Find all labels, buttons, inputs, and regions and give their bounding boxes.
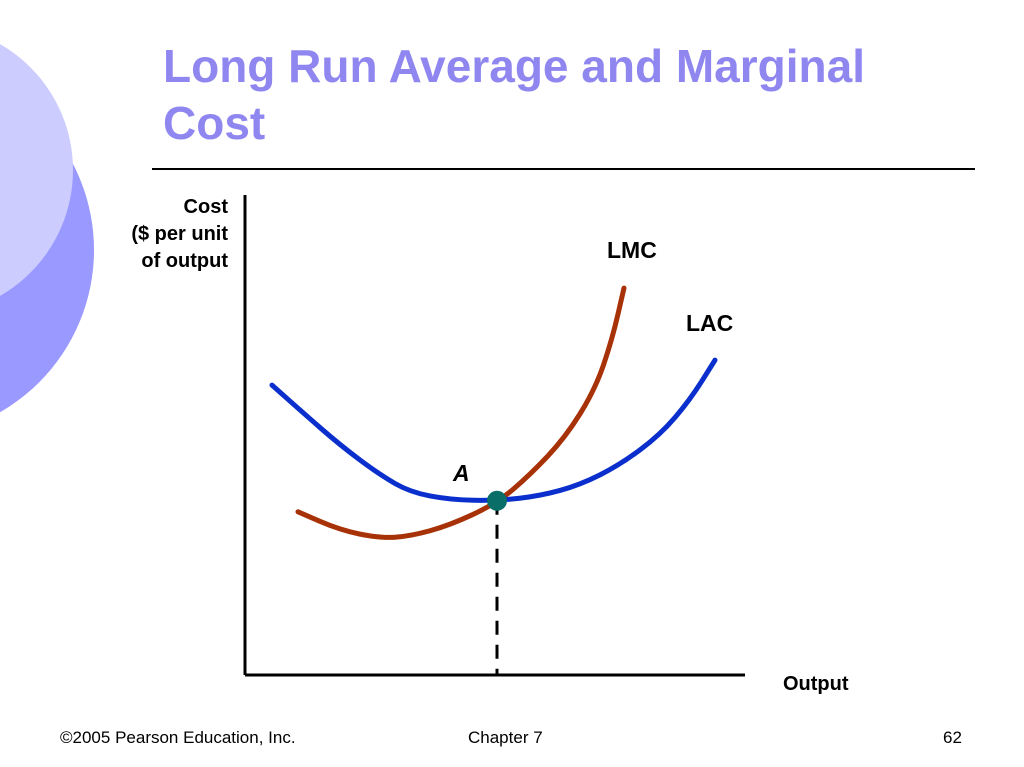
point-a-marker [487, 490, 507, 511]
x-axis-label: Output [783, 673, 849, 695]
footer-page-number: 62 [943, 728, 962, 747]
footer-chapter: Chapter 7 [468, 728, 543, 747]
footer-copyright: ©2005 Pearson Education, Inc. [60, 728, 296, 747]
title-divider [152, 168, 975, 170]
y-axis-label: Cost ($ per unit of output [100, 194, 228, 275]
lac-curve [269, 357, 718, 503]
decor-circles [0, 44, 94, 413]
lmc-label: LMC [607, 237, 657, 263]
lac-label: LAC [686, 310, 733, 336]
y-label-line1: Cost [183, 196, 228, 218]
cost-chart: Output LMC LAC A [243, 195, 849, 695]
decor-circle-light [0, 44, 73, 296]
point-a-label: A [452, 460, 470, 486]
slide-title: Long Run Average and Marginal Cost [163, 40, 865, 149]
y-label-line2: ($ per unit [131, 223, 228, 245]
y-label-line3: of output [141, 250, 228, 272]
lmc-curve [295, 285, 627, 540]
